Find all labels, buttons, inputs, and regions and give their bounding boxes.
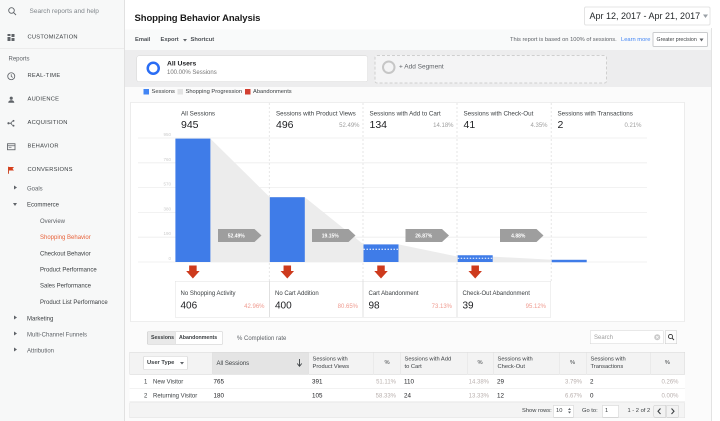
svg-text:19.15%: 19.15% bbox=[322, 234, 340, 240]
svg-text:26.87%: 26.87% bbox=[415, 234, 433, 240]
svg-text:950: 950 bbox=[163, 132, 171, 137]
svg-text:570: 570 bbox=[163, 182, 171, 187]
svg-text:52.49%: 52.49% bbox=[228, 234, 246, 240]
svg-text:760: 760 bbox=[163, 157, 171, 162]
svg-text:4.88%: 4.88% bbox=[511, 234, 526, 240]
svg-text:190: 190 bbox=[163, 231, 171, 236]
svg-text:0: 0 bbox=[168, 256, 171, 261]
svg-text:380: 380 bbox=[163, 206, 171, 211]
